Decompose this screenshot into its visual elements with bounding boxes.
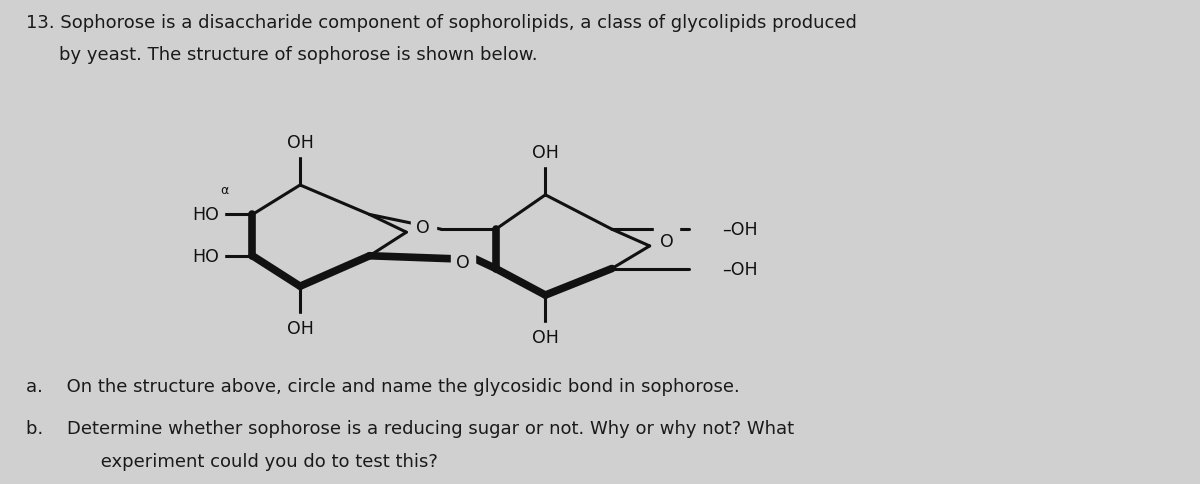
Text: OH: OH <box>532 143 559 161</box>
Text: O: O <box>456 253 470 271</box>
Text: –OH: –OH <box>722 260 757 278</box>
Text: α: α <box>221 184 229 197</box>
Text: 13. Sophorose is a disaccharide component of sophorolipids, a class of glycolipi: 13. Sophorose is a disaccharide componen… <box>26 14 857 32</box>
Text: O: O <box>416 219 430 237</box>
Text: OH: OH <box>287 134 313 151</box>
Text: –OH: –OH <box>722 221 757 239</box>
Text: OH: OH <box>287 320 313 338</box>
Text: b.  Determine whether sophorose is a reducing sugar or not. Why or why not? What: b. Determine whether sophorose is a redu… <box>26 419 794 437</box>
Text: by yeast. The structure of sophorose is shown below.: by yeast. The structure of sophorose is … <box>59 46 538 64</box>
Text: experiment could you do to test this?: experiment could you do to test this? <box>59 453 438 470</box>
Text: OH: OH <box>532 329 559 347</box>
Text: HO: HO <box>192 206 218 224</box>
Text: HO: HO <box>192 247 218 265</box>
Text: a.  On the structure above, circle and name the glycosidic bond in sophorose.: a. On the structure above, circle and na… <box>26 377 739 395</box>
Text: O: O <box>660 232 673 251</box>
